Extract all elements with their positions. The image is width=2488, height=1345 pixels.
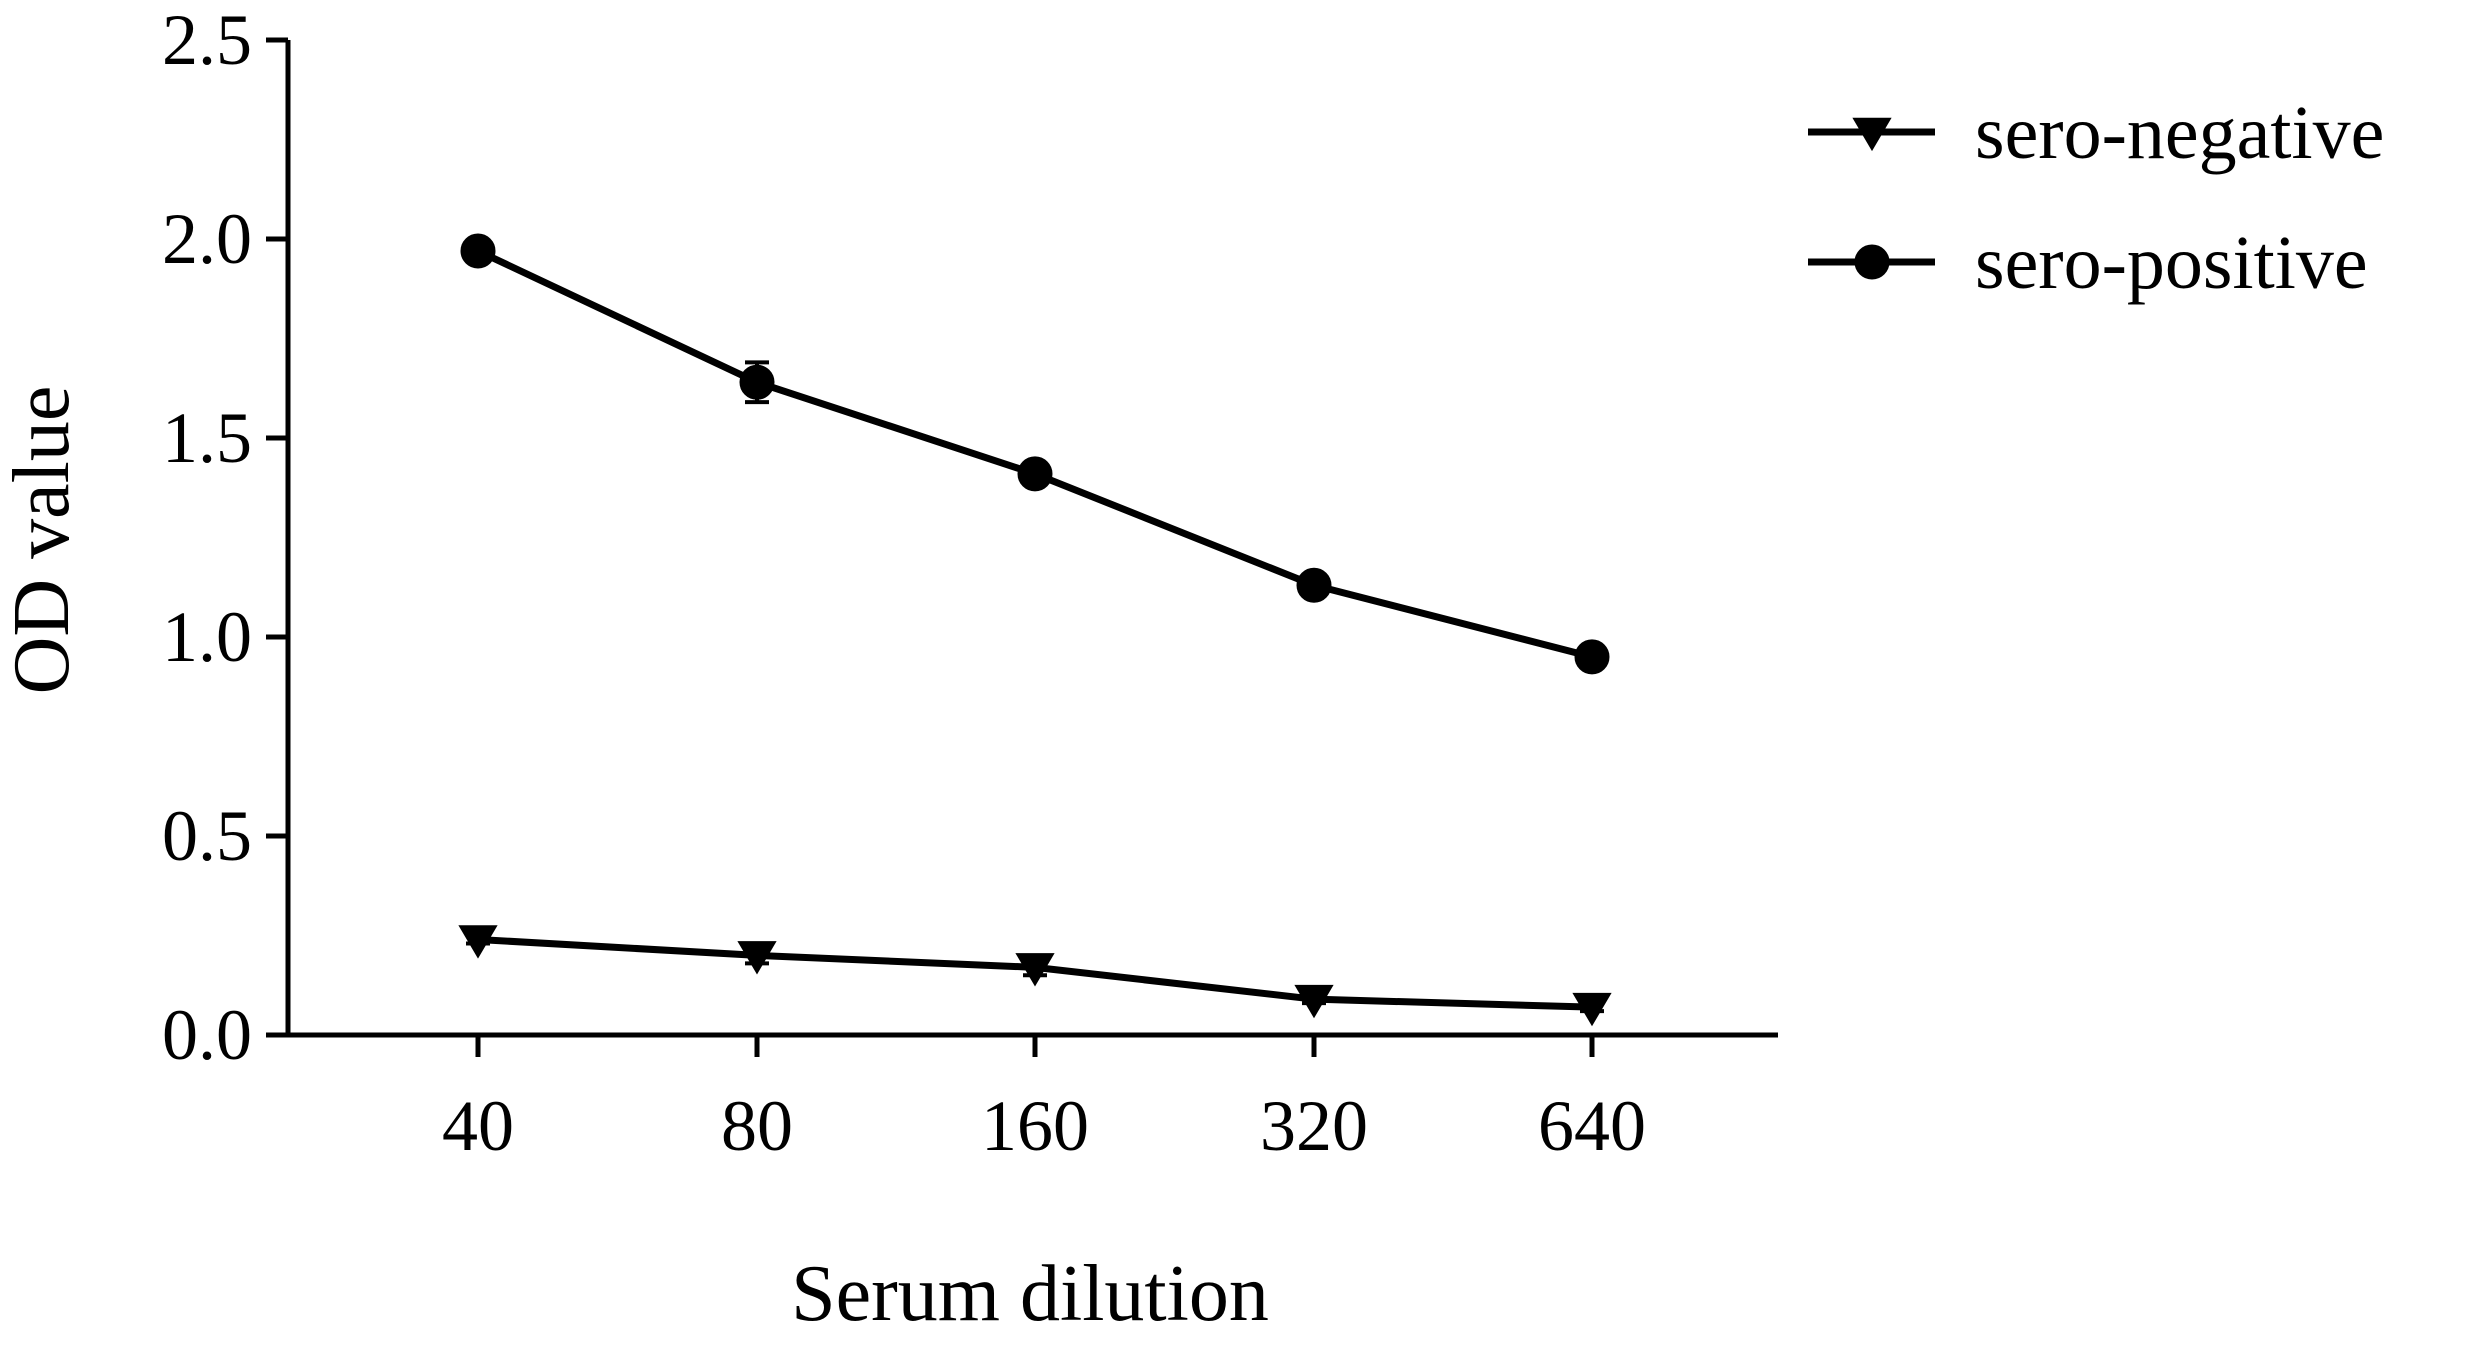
legend-item: sero-negative (1808, 91, 2384, 175)
y-tick-label: 0.5 (162, 796, 252, 876)
x-tick-label: 320 (1260, 1086, 1368, 1166)
x-tick-label: 80 (721, 1086, 793, 1166)
y-tick-label: 2.5 (162, 0, 252, 80)
y-axis-ticks: 0.0 0.5 1.0 1.5 2.0 2.5 (162, 0, 288, 1075)
y-tick-label: 2.0 (162, 199, 252, 279)
series-sero-negative (458, 925, 1612, 1027)
data-point (458, 925, 498, 959)
legend-marker (1854, 244, 1890, 280)
series-layer (458, 233, 1612, 1027)
x-axis-title: Serum dilution (791, 1250, 1269, 1338)
x-tick-label: 160 (981, 1086, 1089, 1166)
y-tick-label: 1.5 (162, 398, 252, 478)
legend-label: sero-negative (1975, 91, 2384, 175)
legend: sero-negative sero-positive (1808, 91, 2384, 305)
data-point (460, 233, 496, 269)
x-tick-label: 40 (442, 1086, 514, 1166)
data-point (1572, 992, 1612, 1027)
data-point (739, 364, 775, 400)
data-point (1015, 953, 1055, 987)
series-line (476, 247, 1593, 661)
y-tick-label: 1.0 (162, 597, 252, 677)
data-point (737, 941, 777, 975)
data-point (1294, 984, 1334, 1019)
data-point (1296, 567, 1332, 603)
x-axis-ticks: 40 80 160 320 640 (442, 1035, 1646, 1166)
axes (285, 40, 1778, 1038)
y-tick-label: 0.0 (162, 995, 252, 1075)
legend-item: sero-positive (1808, 221, 2368, 305)
legend-label: sero-positive (1975, 221, 2368, 305)
y-axis-title: OD value (0, 386, 86, 695)
legend-marker (1852, 117, 1892, 152)
data-point (1017, 456, 1053, 492)
data-point (1574, 639, 1610, 675)
x-tick-label: 640 (1538, 1086, 1646, 1166)
series-sero-positive (460, 233, 1610, 675)
